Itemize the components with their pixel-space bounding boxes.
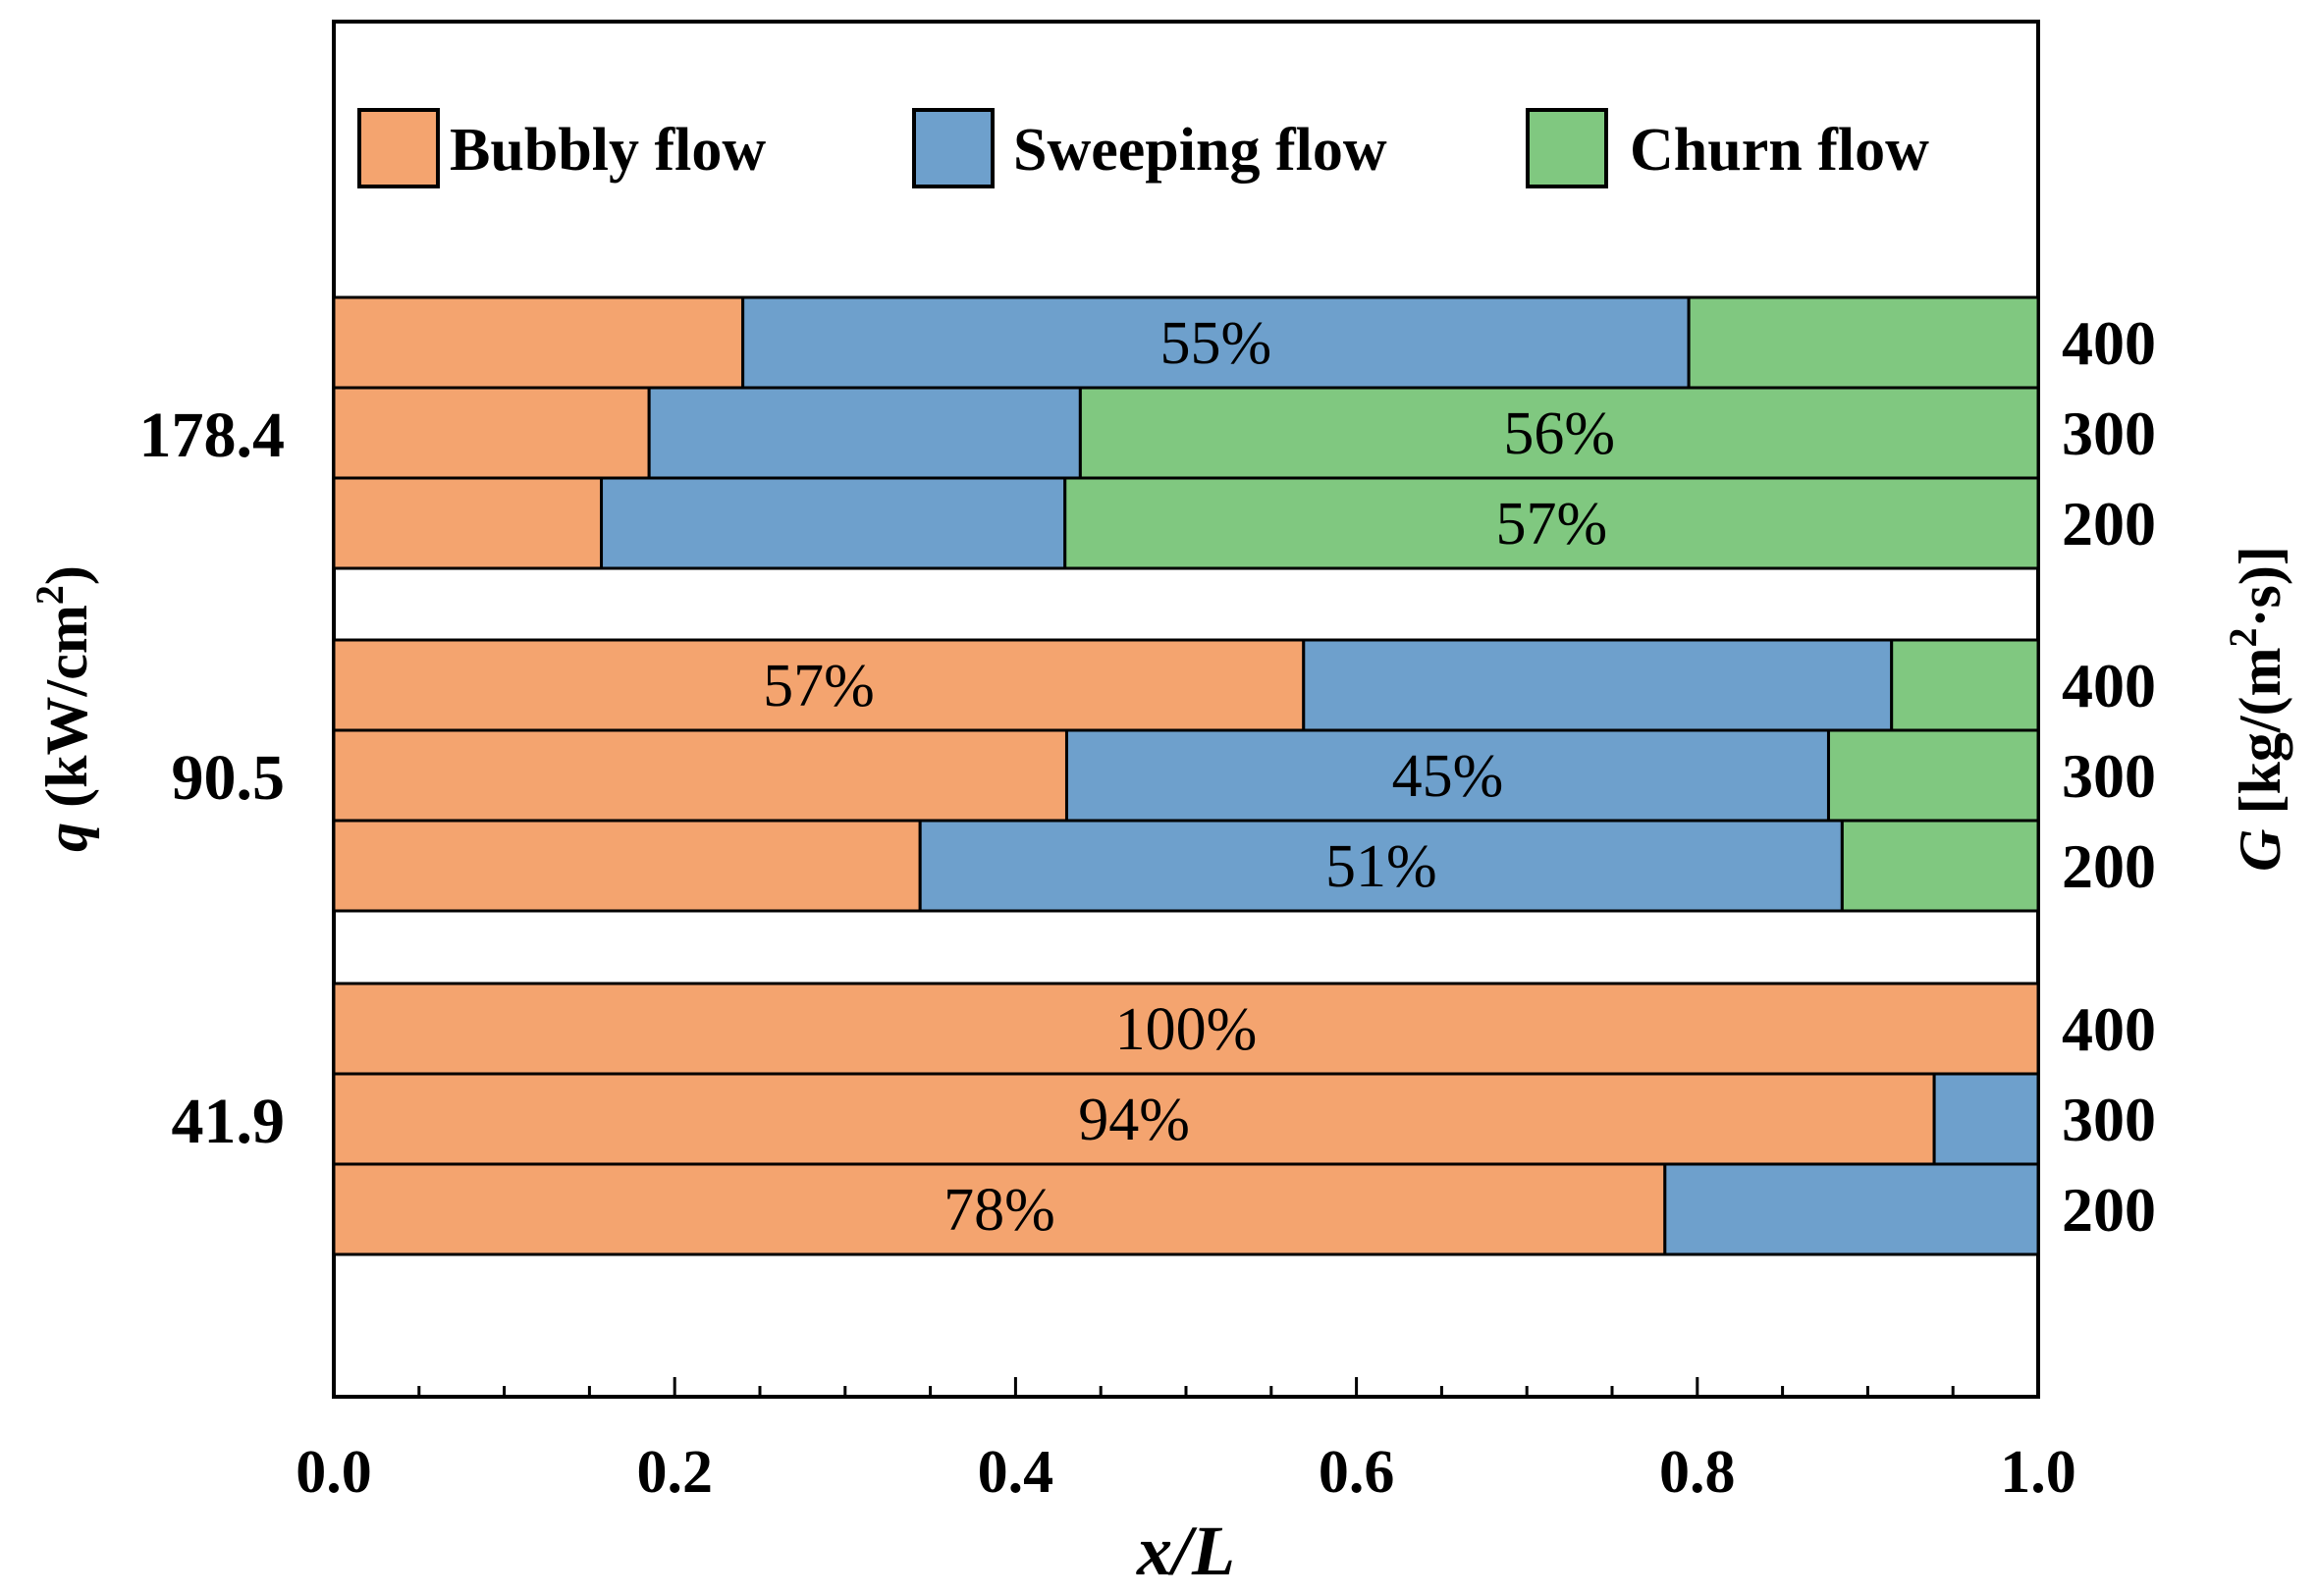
y-axis-title-left: q (kW/cm2) bbox=[27, 565, 99, 852]
legend-label: Sweeping flow bbox=[1013, 117, 1387, 184]
bar-segment-sweeping bbox=[918, 819, 1844, 913]
g-value-label: 200 bbox=[2062, 489, 2156, 559]
y-labels: 400 300 200 178.4 400 300 200 90.5 400 300 200 41.9 bbox=[139, 308, 2157, 1245]
legend-label: Churn flow bbox=[1630, 117, 1929, 184]
x-axis-title: x/L bbox=[1136, 1512, 1235, 1590]
data-label: 78% bbox=[943, 1177, 1055, 1244]
bar-segment-sweeping bbox=[600, 476, 1067, 570]
bar-segment-churn bbox=[1063, 476, 2040, 570]
g-value-label: 300 bbox=[2062, 1085, 2156, 1154]
x-tick-label: 0.4 bbox=[978, 1439, 1054, 1506]
bar-segment-sweeping bbox=[1663, 1162, 2040, 1256]
bar-segment-churn bbox=[1687, 295, 2040, 390]
data-label: 56% bbox=[1503, 400, 1615, 467]
bar-segment-bubbly bbox=[332, 295, 745, 390]
y-axis-title-right: G [kg/(m2·s)] bbox=[2221, 546, 2292, 872]
data-label: 55% bbox=[1160, 310, 1272, 377]
x-tick-label: 0.0 bbox=[296, 1439, 372, 1506]
data-label: 51% bbox=[1325, 833, 1437, 900]
x-tick-label: 1.0 bbox=[2000, 1439, 2076, 1506]
q-group-label: 90.5 bbox=[172, 742, 286, 814]
bar-segment-churn bbox=[1826, 728, 2040, 823]
legend-swatch bbox=[357, 108, 440, 188]
bar-segment-sweeping bbox=[1064, 728, 1830, 823]
axis-variable: q bbox=[34, 823, 99, 852]
g-value-label: 300 bbox=[2062, 399, 2156, 468]
g-value-label: 400 bbox=[2062, 308, 2156, 378]
legend-swatch bbox=[912, 108, 995, 188]
bar-segment-bubbly bbox=[332, 476, 604, 570]
x-tick-label: 0.6 bbox=[1319, 1439, 1395, 1506]
g-value-label: 200 bbox=[2062, 1175, 2156, 1245]
axis-unit-superscript: 2 bbox=[27, 585, 72, 605]
legend-swatch bbox=[1526, 108, 1608, 188]
data-label: 94% bbox=[1078, 1087, 1190, 1153]
axis-variable: G bbox=[2228, 828, 2292, 871]
q-group-label: 41.9 bbox=[172, 1086, 286, 1157]
legend-label: Bubbly flow bbox=[450, 117, 766, 184]
x-tick-label: 0.2 bbox=[636, 1439, 713, 1506]
bar-segment-churn bbox=[1078, 386, 2040, 480]
g-value-label: 400 bbox=[2062, 651, 2156, 720]
bar-segment-sweeping bbox=[647, 386, 1082, 480]
data-label: 100% bbox=[1115, 996, 1258, 1063]
legend: Bubbly flow Sweeping flow Churn flow bbox=[357, 108, 1929, 188]
g-value-label: 200 bbox=[2062, 831, 2156, 901]
axis-unit: [kg/(m bbox=[2228, 648, 2292, 829]
g-value-label: 300 bbox=[2062, 741, 2156, 811]
bar-segment-bubbly bbox=[332, 819, 922, 913]
bar-segment-sweeping bbox=[1302, 638, 1894, 732]
x-tick-label: 0.8 bbox=[1659, 1439, 1736, 1506]
x-axis: 0.0 0.2 0.4 0.6 0.8 1.0 bbox=[296, 1377, 2076, 1506]
axis-unit: ·s)] bbox=[2228, 546, 2292, 627]
data-label: 57% bbox=[763, 653, 875, 719]
bar-segment-bubbly bbox=[332, 982, 2040, 1076]
axis-unit-superscript: 2 bbox=[2221, 628, 2265, 648]
bar-segment-bubbly bbox=[332, 728, 1068, 823]
data-label: 45% bbox=[1392, 743, 1504, 810]
axis-unit: (kW/cm bbox=[34, 605, 99, 823]
data-label: 57% bbox=[1496, 491, 1608, 558]
bar-segment-churn bbox=[1840, 819, 2040, 913]
bar-segment-sweeping bbox=[1932, 1072, 2040, 1166]
q-group-label: 178.4 bbox=[139, 399, 286, 471]
bar-segment-bubbly bbox=[332, 1162, 1667, 1256]
bar-segment-sweeping bbox=[741, 295, 1691, 390]
axis-unit: ) bbox=[34, 565, 99, 585]
bar-segment-bubbly bbox=[332, 386, 651, 480]
g-value-label: 400 bbox=[2062, 994, 2156, 1064]
bar-segment-churn bbox=[1890, 638, 2040, 732]
bar-layer: 55% 56% 57% 57% 45% 51% 100% 94% 78% bbox=[332, 295, 2040, 1256]
